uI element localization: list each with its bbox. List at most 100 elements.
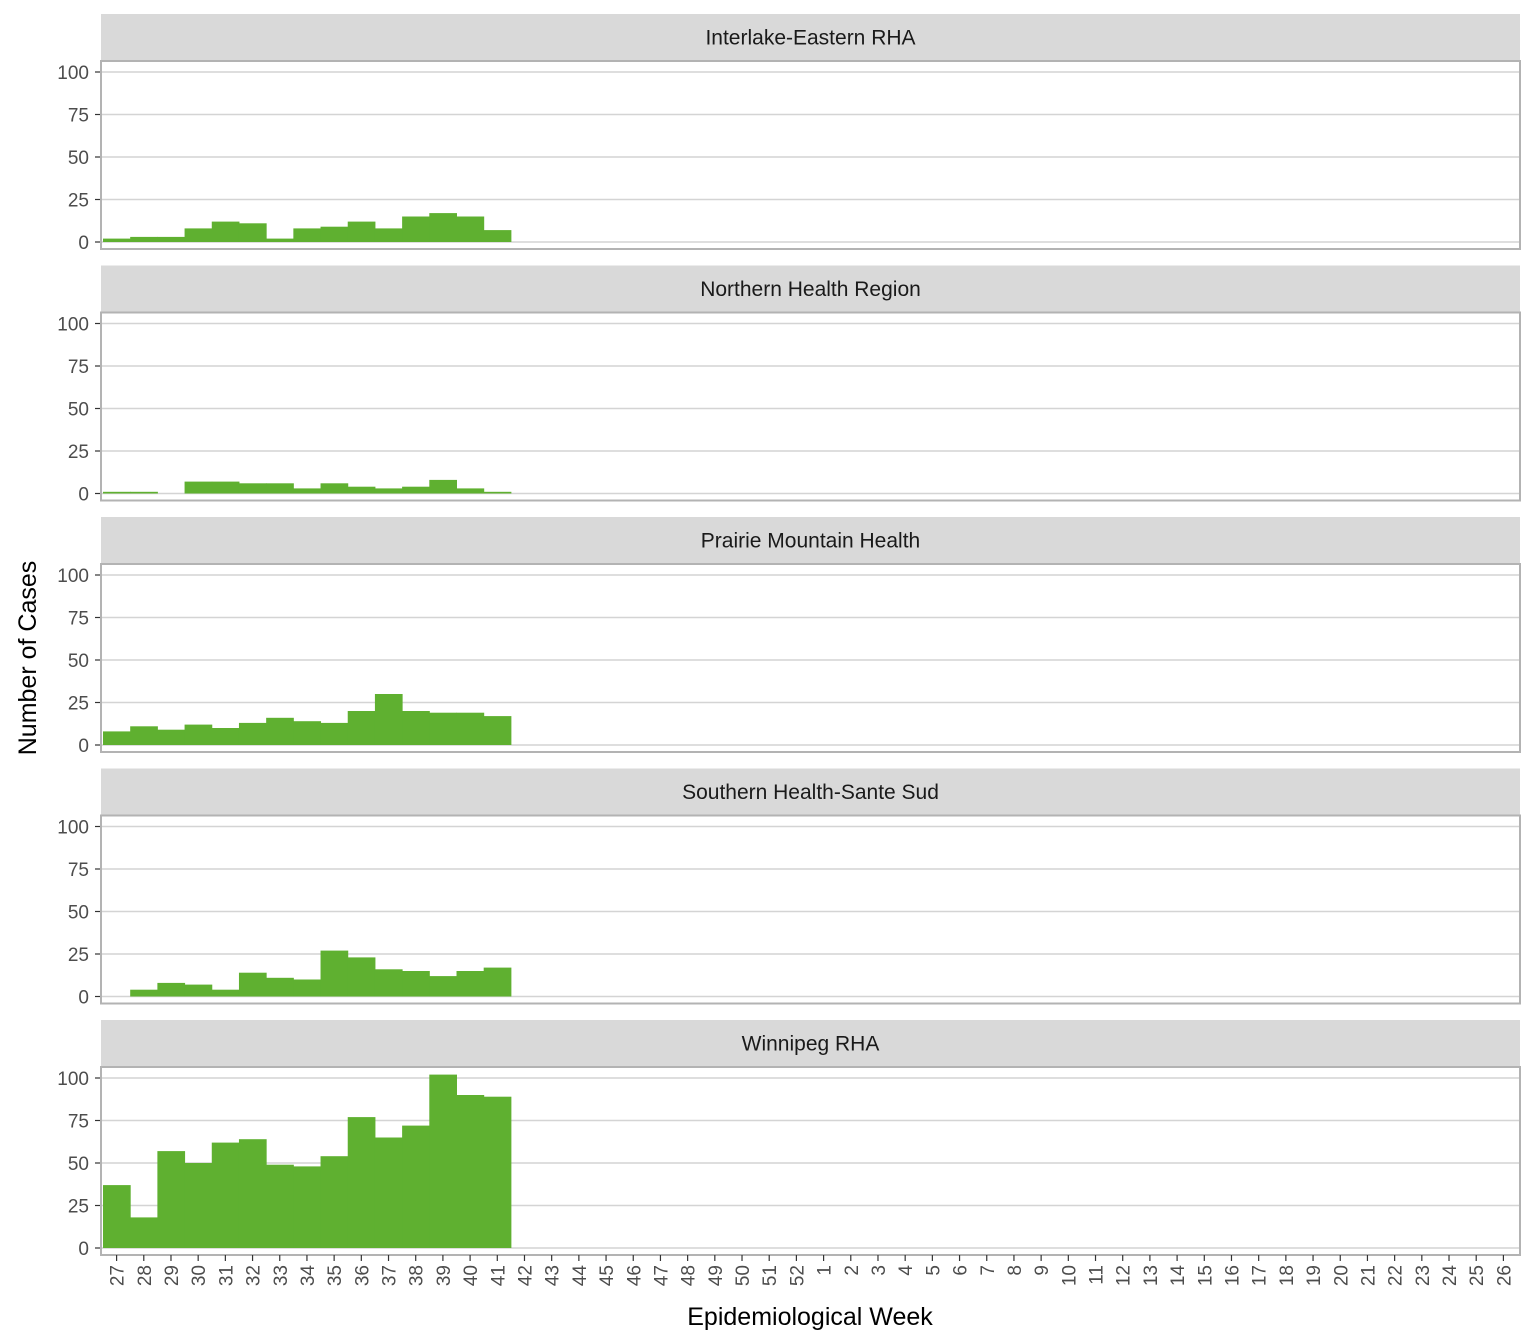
x-tick-label: 44	[570, 1265, 591, 1287]
panel-border	[100, 1066, 1521, 1256]
bar	[130, 726, 158, 745]
x-tick-label: 9	[1032, 1265, 1053, 1276]
panel: Prairie Mountain Health 0 25 50 75 100	[57, 517, 1521, 757]
x-tick-label: 47	[651, 1265, 672, 1286]
bar	[347, 1117, 376, 1248]
bar	[130, 491, 158, 494]
x-tick-label: 31	[216, 1265, 237, 1286]
panel-strip	[101, 1020, 1520, 1067]
x-tick-label: 7	[978, 1265, 999, 1276]
bar	[238, 483, 267, 494]
y-axis-title: Number of Cases	[14, 561, 42, 756]
x-tick-label: 1	[815, 1265, 836, 1276]
bar	[456, 971, 485, 997]
bar	[456, 712, 485, 745]
x-tick-label: 32	[244, 1265, 265, 1286]
x-tick-label: 24	[1440, 1265, 1461, 1287]
panel-title: Interlake-Eastern RHA	[705, 27, 915, 50]
y-tick-label: 100	[57, 566, 89, 587]
x-tick-label: 10	[1059, 1265, 1080, 1286]
x-tick-label: 12	[1114, 1265, 1135, 1286]
panel-background	[101, 564, 1520, 752]
y-tick-label: 100	[57, 63, 89, 84]
bar	[320, 950, 349, 997]
bar	[103, 1185, 131, 1248]
x-tick-label: 13	[1141, 1265, 1162, 1286]
bar	[347, 711, 376, 745]
panel-strip	[101, 517, 1520, 564]
x-tick-label: 37	[380, 1265, 401, 1286]
y-tick-label: 75	[68, 860, 89, 881]
y-tick-label: 75	[68, 106, 89, 127]
bar	[211, 221, 240, 242]
bar	[266, 717, 294, 745]
bar	[347, 486, 376, 494]
bar	[347, 221, 376, 242]
panel-title: Prairie Mountain Health	[701, 530, 920, 553]
bar	[157, 982, 186, 997]
y-tick-label: 50	[68, 651, 89, 672]
bar	[184, 481, 213, 494]
bar	[211, 989, 240, 997]
bar	[266, 238, 294, 242]
bar	[483, 716, 512, 745]
x-tick-label: 4	[896, 1265, 917, 1276]
panel-background	[101, 312, 1520, 501]
x-tick-label: 6	[951, 1265, 972, 1276]
bar	[157, 236, 186, 242]
bar	[184, 984, 213, 997]
panel-background	[101, 61, 1520, 249]
y-tick-label: 50	[68, 400, 89, 421]
bar	[429, 976, 457, 997]
x-tick-label: 23	[1413, 1265, 1434, 1286]
y-tick-label: 50	[68, 148, 89, 169]
y-tick-label: 50	[68, 1154, 89, 1175]
x-tick-label: 17	[1250, 1265, 1271, 1286]
bar	[374, 1137, 403, 1248]
x-tick-label: 22	[1386, 1265, 1407, 1286]
bar	[429, 1074, 457, 1248]
panel-title: Winnipeg RHA	[742, 1033, 880, 1056]
bar	[402, 216, 430, 242]
bar	[130, 989, 158, 997]
y-tick-label: 75	[68, 357, 89, 378]
y-tick-label: 100	[57, 1069, 89, 1090]
y-tick-label: 25	[68, 191, 89, 212]
panel-border	[100, 311, 1521, 502]
y-tick-label: 25	[68, 442, 89, 463]
bar	[130, 1217, 158, 1248]
bar	[483, 491, 512, 494]
y-tick-label: 0	[78, 233, 89, 254]
y-tick-label: 0	[78, 485, 89, 506]
x-tick-label: 46	[624, 1265, 645, 1286]
bar	[293, 1166, 322, 1248]
y-tick-label: 0	[78, 1239, 89, 1260]
x-tick-label: 35	[325, 1265, 346, 1286]
bar	[374, 694, 403, 745]
panel-border	[100, 563, 1521, 753]
bar	[184, 1163, 213, 1248]
bar	[456, 488, 485, 494]
x-tick-label: 34	[298, 1265, 319, 1287]
x-axis: 27 28 29 30 31 32 33 34 35 36 37 38 39 40 41 42 43 44 45 46…	[108, 1255, 1515, 1287]
x-tick-label: 3	[869, 1265, 890, 1276]
x-tick-label: 26	[1494, 1265, 1515, 1286]
bar	[157, 1151, 186, 1248]
bar	[184, 724, 213, 745]
x-tick-label: 11	[1087, 1265, 1108, 1285]
bar	[130, 236, 158, 242]
x-tick-label: 29	[162, 1265, 183, 1286]
panel: Winnipeg RHA 0 25 50 75 100	[57, 1020, 1521, 1260]
bar	[320, 1156, 349, 1248]
bar	[483, 230, 512, 242]
x-tick-label: 50	[733, 1265, 754, 1286]
x-tick-label: 42	[515, 1265, 536, 1286]
panel-border	[100, 814, 1521, 1005]
bar	[238, 972, 267, 997]
bar	[456, 216, 485, 242]
bar	[266, 483, 294, 494]
x-tick-label: 51	[760, 1265, 781, 1286]
y-tick-label: 0	[78, 988, 89, 1009]
panel-title: Southern Health-Sante Sud	[682, 781, 939, 804]
